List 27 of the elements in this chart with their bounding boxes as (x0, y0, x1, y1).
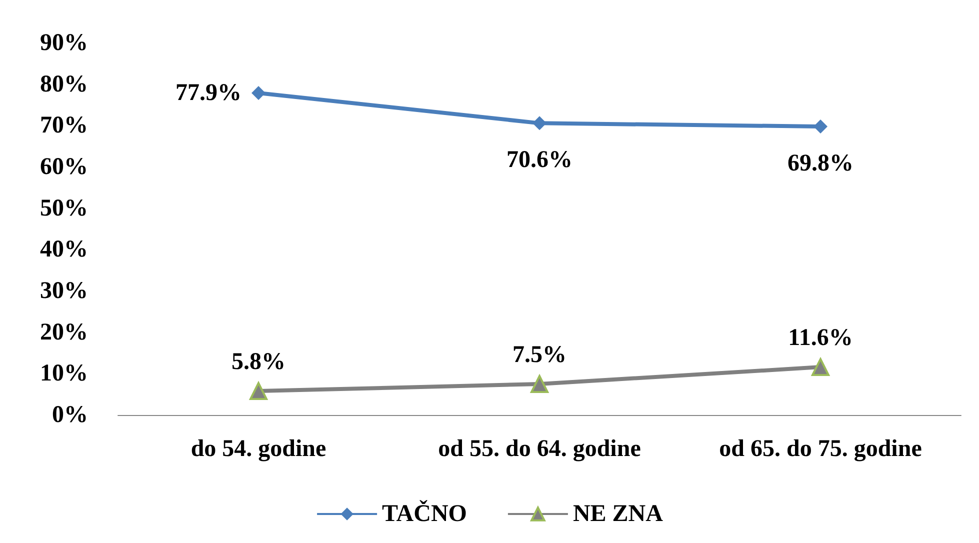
x-tick-label: od 55. do 64. godine (438, 436, 642, 462)
data-label: 7.5% (512, 342, 566, 368)
data-label: 11.6% (788, 325, 853, 352)
y-tick-label: 60% (40, 154, 88, 180)
y-tick-label: 40% (40, 236, 88, 263)
point (250, 382, 268, 400)
y-tick-label: 50% (40, 195, 88, 222)
point (814, 119, 828, 134)
data-label: 5.8% (232, 349, 286, 376)
legend-label: NE ZNA (572, 501, 664, 527)
y-tick-label: 70% (40, 112, 88, 139)
data-label: 77.9% (176, 80, 242, 106)
x-tick-label: od 65. do 75. godine (719, 436, 922, 462)
point (532, 116, 546, 130)
point (252, 86, 266, 100)
y-tick-label: 30% (40, 278, 88, 304)
data-label: 69.8% (788, 150, 854, 176)
y-tick-label: 10% (40, 360, 88, 387)
legend-label: TAČNO (382, 500, 467, 527)
point (530, 375, 548, 393)
y-tick-label: 80% (40, 71, 88, 98)
data-label: 70.6% (506, 147, 572, 174)
x-tick-label: do 54. godine (190, 436, 327, 462)
y-tick-label: 20% (40, 319, 88, 346)
y-tick-label: 0% (52, 402, 88, 428)
y-tick-label: 90% (40, 30, 88, 56)
point (812, 358, 830, 376)
